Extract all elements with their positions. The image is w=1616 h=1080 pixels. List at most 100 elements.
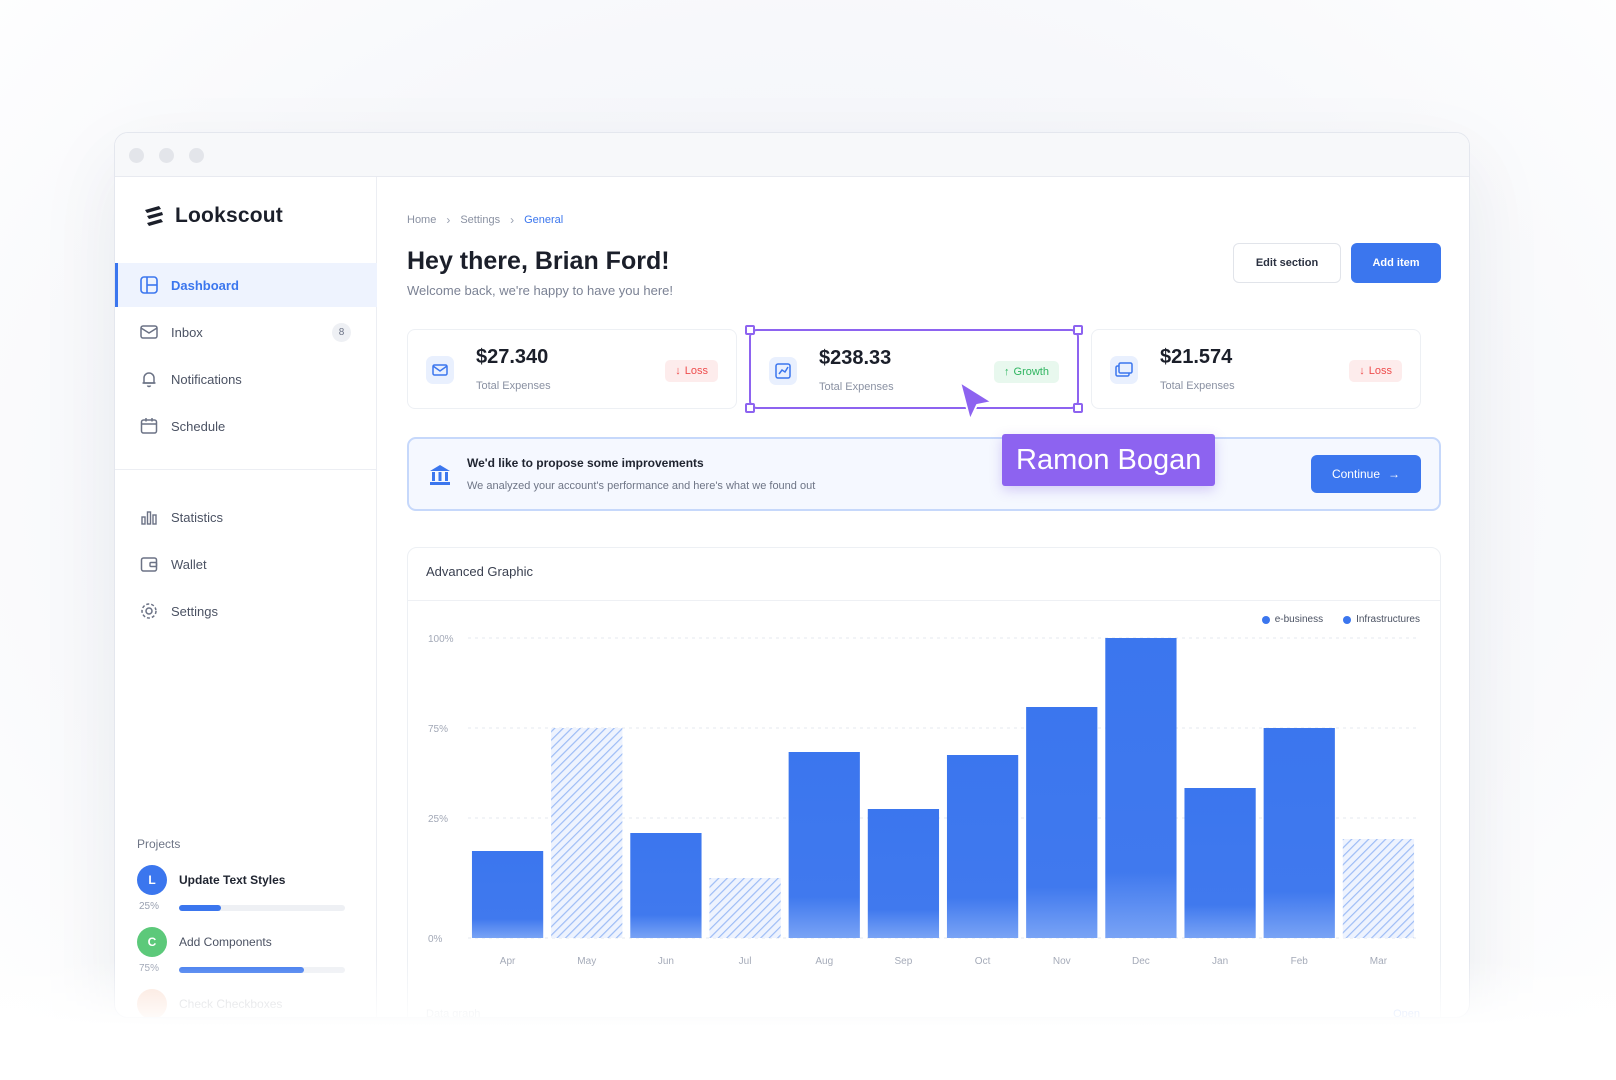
grid-icon (140, 276, 158, 294)
chart-bar-jul[interactable] (709, 878, 781, 938)
improvements-banner: We'd like to propose some improvements W… (407, 437, 1441, 511)
window-close-dot[interactable] (129, 148, 144, 163)
sidebar: Lookscout Dashboard Inbox 8 (115, 177, 377, 1017)
sidebar-item-statistics[interactable]: Statistics (115, 495, 377, 539)
arrow-up-icon: ↑ (1004, 366, 1010, 378)
projects-title: Projects (137, 837, 181, 851)
inbox-icon (140, 325, 158, 339)
status-badge: ↓ Loss (1349, 360, 1402, 382)
chart-card-title: Advanced Graphic (426, 564, 533, 579)
chart-bar-feb[interactable] (1263, 728, 1335, 938)
status-badge: ↑ Growth (994, 361, 1059, 383)
x-tick-label: Feb (1291, 956, 1309, 967)
app-name: Lookscout (175, 204, 283, 227)
bank-icon (430, 465, 450, 485)
chart-bar-may[interactable] (551, 728, 623, 938)
collaborator-cursor-icon (959, 381, 993, 421)
window-maximize-dot[interactable] (189, 148, 204, 163)
edit-section-button[interactable]: Edit section (1233, 243, 1341, 283)
bar-chart-icon (141, 511, 157, 525)
selection-handle[interactable] (745, 403, 755, 413)
chart-footer-label: Data graph (426, 1008, 481, 1018)
stat-label: Total Expenses (1160, 380, 1235, 392)
project-item[interactable]: Check Checkboxes (137, 989, 357, 1017)
breadcrumb: Home › Settings › General (407, 213, 563, 227)
selection-handle[interactable] (745, 325, 755, 335)
app-window: Lookscout Dashboard Inbox 8 (114, 132, 1470, 1018)
status-badge-label: Growth (1013, 366, 1049, 378)
chart-bar-mar[interactable] (1342, 839, 1415, 938)
selection-handle[interactable] (1073, 325, 1083, 335)
add-item-button[interactable]: Add item (1351, 243, 1441, 283)
chart-open-link[interactable]: Open (1393, 1008, 1420, 1018)
breadcrumb-home[interactable]: Home (407, 214, 437, 226)
window-titlebar (115, 133, 1469, 177)
project-progress-fill (179, 905, 221, 911)
sidebar-item-notifications[interactable]: Notifications (115, 357, 377, 401)
x-tick-label: Apr (500, 956, 516, 967)
sidebar-item-dashboard[interactable]: Dashboard (115, 263, 377, 307)
page-subtitle: Welcome back, we're happy to have you he… (407, 283, 673, 298)
window-minimize-dot[interactable] (159, 148, 174, 163)
chart-bar-nov[interactable] (1026, 707, 1098, 938)
sidebar-item-inbox[interactable]: Inbox 8 (115, 310, 377, 354)
x-tick-label: Jul (739, 956, 752, 967)
breadcrumb-current: General (524, 214, 564, 226)
project-progress-label: 25% (139, 901, 160, 912)
sidebar-item-schedule[interactable]: Schedule (115, 404, 377, 448)
bar-chart: 100% 75% 25% 0% Apr May Jun Jul Aug Sep Oct Nov Dec J… (428, 634, 1418, 967)
project-name: Update Text Styles (179, 873, 286, 887)
selection-handle[interactable] (1073, 403, 1083, 413)
legend-item[interactable]: Infrastructures (1343, 614, 1420, 625)
sidebar-item-label: Statistics (171, 509, 224, 525)
legend-label: e-business (1274, 614, 1324, 625)
stat-card[interactable]: $21.574 Total Expenses ↓ Loss (1091, 329, 1421, 409)
project-progress-track (179, 967, 345, 973)
main-content: Home › Settings › General Hey there, Bri… (377, 177, 1469, 1017)
project-name: Add Components (179, 935, 272, 949)
project-item[interactable]: C Add Components 75% (137, 927, 357, 989)
chart-bar-oct[interactable] (946, 755, 1019, 938)
x-tick-label: Nov (1053, 956, 1071, 967)
chart-bar-jan[interactable] (1184, 788, 1256, 938)
x-tick-label: Jun (658, 956, 674, 967)
sidebar-nav-primary: Dashboard Inbox 8 Notifications (115, 263, 377, 451)
sidebar-divider (115, 469, 377, 470)
stat-value: $238.33 (819, 347, 892, 369)
sidebar-item-label: Schedule (171, 418, 226, 434)
stat-card-selected[interactable]: $238.33 Total Expenses ↑ Growth (745, 325, 1083, 413)
collaborator-name-tag: Ramon Bogan (1002, 434, 1216, 486)
sidebar-item-label: Settings (171, 603, 218, 619)
arrow-down-icon: ↓ (675, 365, 681, 377)
chart-bar-dec[interactable] (1105, 638, 1177, 938)
x-tick-label: Mar (1370, 956, 1388, 967)
sidebar-item-label: Notifications (171, 371, 242, 387)
chart-card-divider (408, 600, 1440, 601)
sidebar-nav-secondary: Statistics Wallet Settings (115, 495, 377, 636)
status-badge-label: Loss (1368, 365, 1392, 377)
status-badge: ↓ Loss (665, 360, 718, 382)
chart-bar-jun[interactable] (630, 833, 702, 938)
x-tick-label: Aug (815, 956, 833, 967)
project-item[interactable]: L Update Text Styles 25% (137, 865, 357, 927)
chart-bar-apr[interactable] (471, 851, 544, 938)
chart-bar-sep[interactable] (867, 809, 940, 938)
banner-title: We'd like to propose some improvements (467, 456, 704, 470)
continue-button[interactable]: Continue → (1311, 455, 1421, 493)
gear-icon (141, 603, 157, 619)
chart-bar-aug[interactable] (788, 752, 860, 938)
x-tick-label: Dec (1132, 956, 1150, 967)
x-tick-label: Oct (975, 956, 991, 967)
breadcrumb-settings[interactable]: Settings (460, 214, 501, 226)
logo[interactable]: Lookscout (141, 203, 283, 229)
lookscout-logo-icon (145, 206, 163, 226)
stat-value: $27.340 (476, 346, 549, 368)
stat-card[interactable]: $27.340 Total Expenses ↓ Loss (407, 329, 737, 409)
project-progress-label: 75% (139, 963, 160, 974)
sidebar-item-wallet[interactable]: Wallet (115, 542, 377, 586)
legend-item[interactable]: e-business (1261, 614, 1324, 625)
banner-text: We analyzed your account's performance a… (467, 480, 816, 492)
sidebar-item-label: Wallet (171, 556, 207, 572)
sidebar-item-settings[interactable]: Settings (115, 589, 377, 633)
wallet-icon (140, 557, 158, 572)
